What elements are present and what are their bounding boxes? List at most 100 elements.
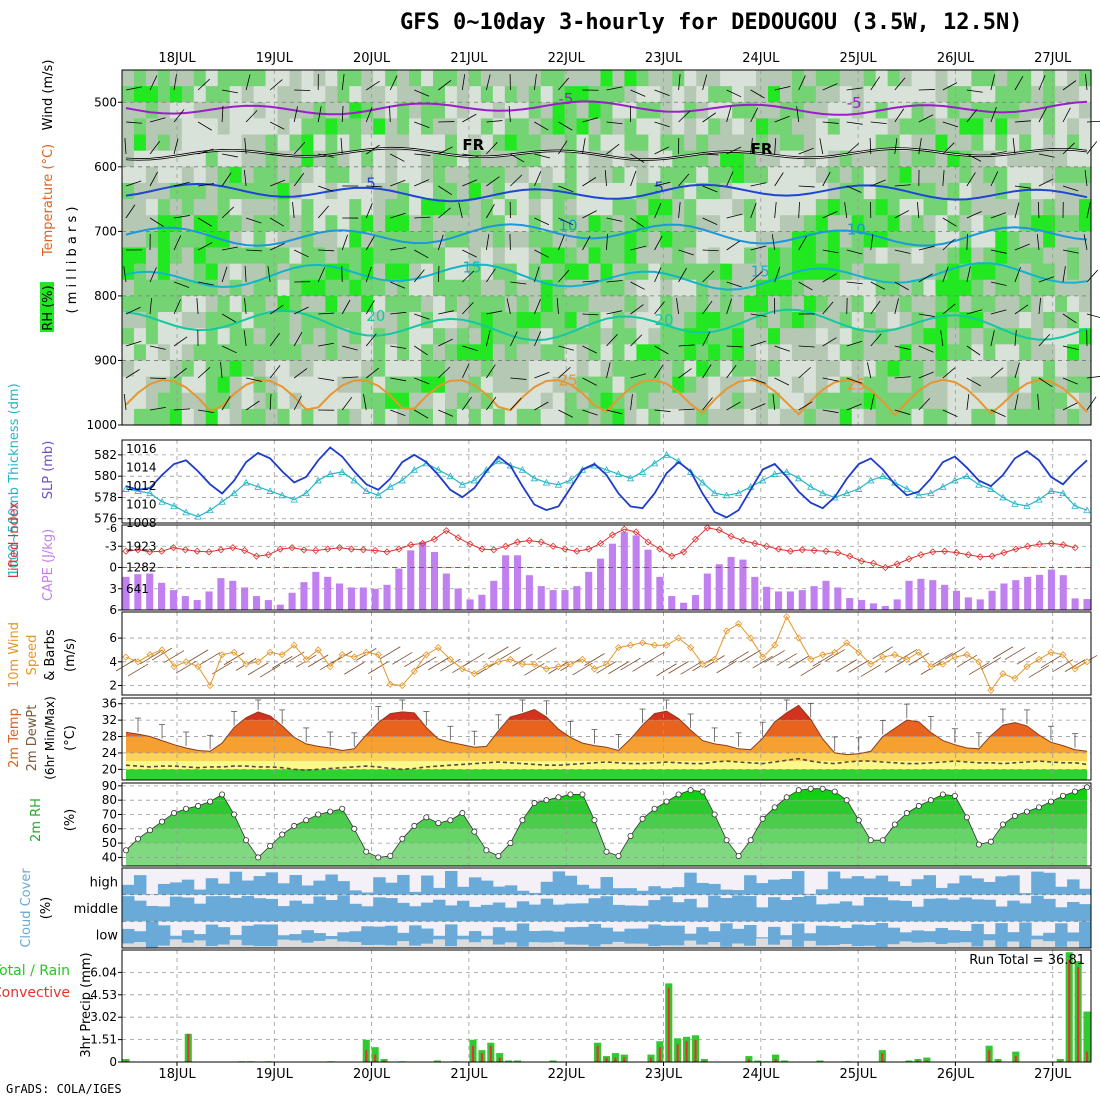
rh-cell	[373, 150, 386, 168]
isotherm-label: 15	[751, 263, 770, 281]
rh-cell	[1007, 231, 1020, 249]
rh-cell	[349, 118, 362, 136]
rh-cell	[768, 70, 781, 87]
rh-cell	[504, 134, 518, 152]
cloud-cell	[253, 876, 267, 895]
rh-cell	[1079, 295, 1092, 313]
rh-cell	[133, 215, 147, 232]
cloud-clear-cell	[971, 946, 984, 948]
rh-cell	[588, 392, 602, 410]
wind-barb	[654, 89, 670, 96]
cloud-cell	[337, 895, 350, 922]
precip-conv-bar	[498, 1057, 501, 1062]
rh-cell	[600, 392, 614, 410]
precip-total-bar	[772, 1054, 780, 1062]
rh-cell	[361, 408, 374, 426]
wind-barb	[341, 396, 353, 411]
rh-cell	[385, 247, 398, 265]
rh-cell	[803, 279, 817, 297]
rh-cell	[516, 247, 530, 265]
rh-cell	[803, 328, 817, 345]
cloud-clear-cell	[1031, 939, 1044, 948]
rh-cell	[385, 86, 398, 103]
rh-cell	[373, 231, 386, 249]
rh-cell	[133, 328, 147, 345]
thickness-point	[662, 451, 671, 458]
cloud-cell	[612, 888, 625, 895]
cloud-cell	[708, 895, 721, 922]
rh-cell	[732, 118, 745, 136]
wind-barb	[774, 377, 790, 386]
rh-cell	[935, 86, 949, 103]
rh-cell	[1079, 199, 1092, 216]
rh-cell	[576, 295, 590, 313]
rh-cell	[899, 231, 913, 249]
rh-cell	[241, 360, 255, 378]
wind-barb	[966, 266, 971, 283]
rh-cell	[241, 408, 255, 426]
rh-cell	[588, 263, 602, 281]
wind-barb	[822, 409, 839, 414]
rh-cell	[768, 118, 781, 136]
rh-cell	[301, 102, 315, 120]
wind-barb-10m	[668, 661, 689, 674]
wind-barb	[966, 309, 983, 315]
wind-barb	[966, 394, 970, 411]
li-point	[1012, 545, 1020, 553]
cape-bar	[573, 586, 581, 610]
rh-cell	[600, 118, 614, 136]
cloud-cell	[576, 926, 590, 948]
rh-cell	[193, 150, 207, 168]
rh-cell	[588, 86, 602, 103]
rh-cell	[301, 150, 315, 168]
rh-cell	[636, 118, 649, 136]
temperature-axis-label: Temperature (°C)	[41, 144, 56, 257]
rh-cell	[169, 344, 183, 362]
wind-barb	[846, 185, 862, 193]
top-date-label: 19JUL	[256, 51, 294, 66]
rh-cell	[983, 231, 996, 249]
rh-cell	[971, 134, 984, 152]
rh-cell	[1067, 295, 1080, 313]
wind-barb	[318, 377, 335, 381]
rh-cell	[385, 392, 398, 410]
rh-cell	[564, 247, 578, 265]
rh-cell	[660, 376, 673, 394]
rh-cell	[995, 312, 1008, 329]
rh-cell	[564, 102, 578, 120]
rh-cell	[720, 70, 733, 87]
rh-cell	[373, 70, 386, 87]
rh-cell	[157, 360, 171, 378]
rh-cell	[564, 263, 578, 281]
rh-cell	[157, 134, 171, 152]
cape-bar	[549, 590, 557, 610]
rh-cell	[492, 247, 506, 265]
temp-band	[126, 769, 1087, 780]
rh-cell	[720, 118, 733, 136]
wind-barb	[461, 363, 470, 379]
wind-barb	[390, 409, 406, 417]
rh-cell	[397, 86, 410, 103]
cloud-cell	[839, 901, 853, 922]
cape-bar	[442, 573, 450, 610]
rh-point	[951, 792, 958, 799]
rh-cell	[815, 231, 829, 249]
rh-cell	[732, 182, 745, 200]
precip-total-bar	[754, 1060, 762, 1062]
wind-barb	[846, 281, 863, 285]
lifted-index-axis-label: Lifted Index	[7, 501, 22, 578]
cloud-clear-cell	[863, 945, 877, 948]
rh-cell	[133, 231, 147, 249]
isotherm-25	[125, 378, 1088, 417]
rh-cell	[1079, 312, 1092, 329]
cloud-clear-cell	[959, 942, 972, 948]
rh-cell	[791, 247, 805, 265]
rh-cell	[157, 102, 171, 120]
rh-cell	[779, 263, 793, 281]
rh-cell	[935, 70, 949, 87]
top-date-label: 20JUL	[353, 51, 391, 66]
cloud-cell	[1007, 875, 1020, 895]
precip-total-bar	[513, 1060, 522, 1062]
cloud-cell	[409, 906, 422, 922]
rh-cell	[528, 408, 542, 426]
